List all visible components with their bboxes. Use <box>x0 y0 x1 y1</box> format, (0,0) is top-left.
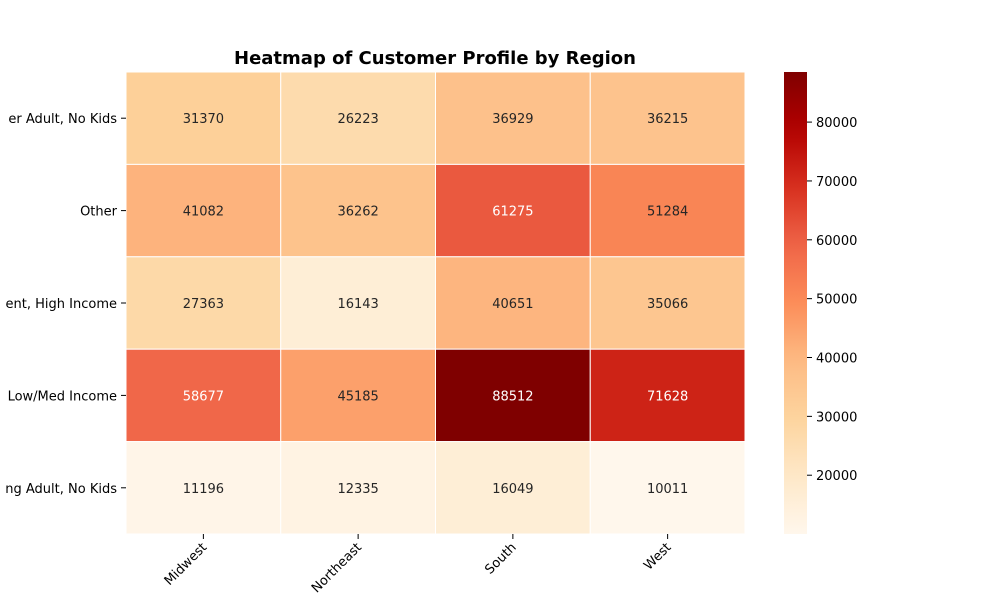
y-tick-label: ng Adult, No Kids <box>5 482 117 497</box>
cell-value-label: 27363 <box>183 297 224 312</box>
y-axis: er Adult, No Kids Other ent, High Income Lo… <box>5 112 126 497</box>
cell-value-label: 88512 <box>492 389 533 404</box>
heatmap-cell <box>280 348 436 443</box>
colorbar-tick-label: 20000 <box>816 469 857 484</box>
cell-value-label: 35066 <box>647 297 688 312</box>
colorbar-tick-label: 30000 <box>816 410 857 425</box>
y-tick-label: Other <box>80 205 118 220</box>
cell-value-label: 11196 <box>183 482 224 497</box>
colorbar-ticks: 20000 30000 40000 50000 60000 70000 80000 <box>807 116 857 484</box>
x-tick-label: Midwest <box>162 540 211 589</box>
heatmap-cell <box>280 163 436 258</box>
cell-value-label: 36215 <box>647 112 688 127</box>
colorbar: 20000 30000 40000 50000 60000 70000 80000 <box>784 72 857 534</box>
heatmap-cell <box>280 441 436 535</box>
cell-value-label: 61275 <box>492 205 533 220</box>
colorbar-tick-label: 50000 <box>816 293 857 308</box>
heatmap-cell <box>435 441 591 535</box>
cell-value-label: 71628 <box>647 389 688 404</box>
heatmap-cell <box>589 71 746 165</box>
heatmap-cell <box>280 256 436 350</box>
cell-value-label: 16049 <box>492 482 533 497</box>
cell-value-label: 45185 <box>337 389 378 404</box>
colorbar-tick-label: 40000 <box>816 352 857 367</box>
cell-value-label: 58677 <box>183 389 224 404</box>
cell-value-label: 36262 <box>337 205 378 220</box>
heatmap-cell <box>125 163 282 258</box>
heatmap-cell <box>589 163 746 258</box>
heatmap-cell <box>435 348 591 443</box>
cell-value-label: 10011 <box>647 482 688 497</box>
cell-value-label: 40651 <box>492 297 533 312</box>
heatmap-cell <box>589 441 746 535</box>
y-tick-label: ent, High Income <box>6 297 117 312</box>
chart-title: Heatmap of Customer Profile by Region <box>234 48 636 69</box>
cell-value-label: 36929 <box>492 112 533 127</box>
cell-value-label: 26223 <box>337 112 378 127</box>
colorbar-tick-label: 70000 <box>816 175 857 190</box>
cell-value-label: 51284 <box>647 205 688 220</box>
y-tick-label: Low/Med Income <box>8 389 117 404</box>
x-tick-label: Northeast <box>309 540 365 596</box>
colorbar-tick-label: 60000 <box>816 234 857 249</box>
heatmap-cell <box>125 71 282 165</box>
heatmap-cell <box>125 441 282 535</box>
x-tick-label: West <box>641 540 674 573</box>
cell-value-label: 31370 <box>183 112 224 127</box>
cell-value-label: 12335 <box>337 482 378 497</box>
heatmap-cells: 31370 26223 36929 36215 41082 36262 61275 51284… <box>125 71 746 535</box>
cell-value-label: 16143 <box>337 297 378 312</box>
heatmap-cell <box>125 348 282 443</box>
heatmap-cell <box>280 71 436 165</box>
heatmap-cell <box>589 256 746 350</box>
x-axis: Midwest Northeast South West <box>162 534 674 596</box>
heatmap-cell <box>589 348 746 443</box>
colorbar-tick-label: 80000 <box>816 116 857 131</box>
colorbar-gradient <box>784 72 807 534</box>
cell-value-label: 41082 <box>183 205 224 220</box>
y-tick-label: er Adult, No Kids <box>8 112 117 127</box>
heatmap-cell <box>435 71 591 165</box>
x-tick-label: South <box>482 540 519 577</box>
